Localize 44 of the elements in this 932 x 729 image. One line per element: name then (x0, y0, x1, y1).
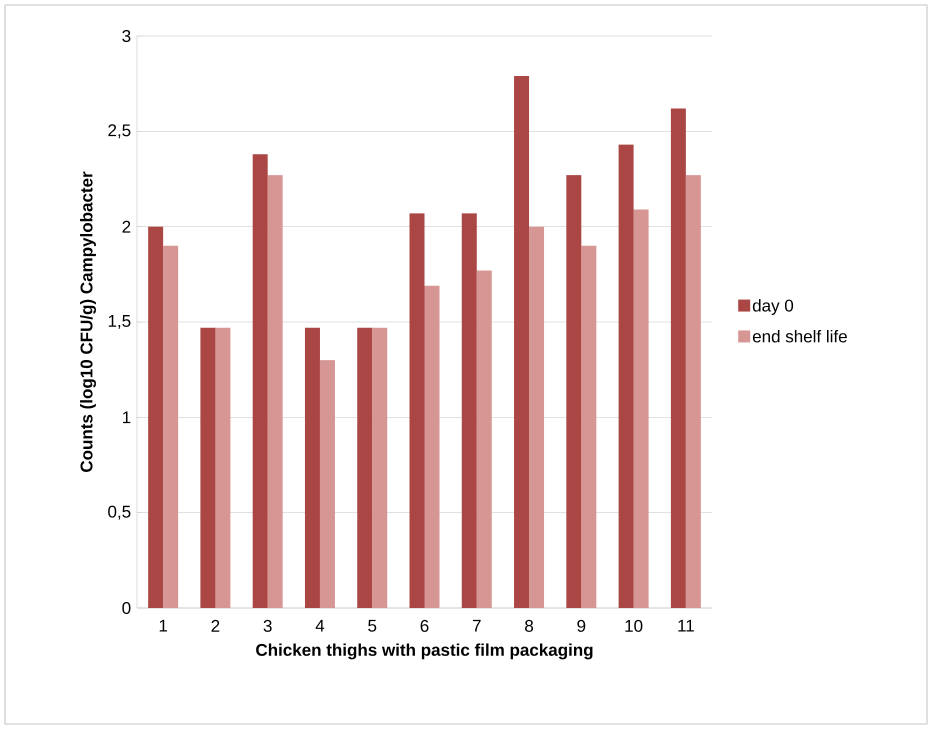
bar (410, 213, 425, 608)
y-tick-label: 1 (122, 411, 130, 424)
x-tick-label: 9 (577, 620, 586, 632)
legend-label: day 0 (752, 299, 794, 315)
x-tick-label: 4 (316, 620, 324, 632)
bar (686, 175, 701, 608)
bar (163, 246, 178, 608)
x-tick-label: 2 (212, 620, 220, 632)
x-tick-label: 10 (625, 620, 642, 632)
x-tick-label: 6 (420, 620, 428, 632)
bar (634, 210, 649, 608)
y-tick-label: 0 (122, 602, 130, 614)
bar (424, 286, 440, 608)
y-tick-label: 1,5 (108, 315, 130, 329)
x-tick-label: 3 (264, 620, 272, 632)
y-tick-label: 3 (122, 30, 130, 42)
x-tick-label: 7 (472, 620, 481, 632)
x-tick-label: 8 (525, 620, 534, 632)
bar (304, 328, 320, 608)
bar (148, 226, 164, 608)
x-axis-title: Chicken thighs with pastic film packaging (256, 643, 592, 660)
legend-label: end shelf life (752, 330, 847, 342)
bar (268, 175, 283, 608)
bar (215, 328, 230, 608)
bar (581, 246, 596, 608)
x-tick-label: 1 (160, 620, 168, 632)
bar (462, 213, 477, 608)
y-tick-label: 0,5 (108, 506, 130, 520)
bar (529, 226, 544, 608)
bar (514, 76, 530, 608)
bar (618, 144, 634, 608)
y-tick-label: 2,5 (108, 124, 130, 138)
bar (372, 328, 388, 608)
bar (357, 328, 372, 608)
bar (200, 328, 216, 608)
bar (566, 175, 582, 608)
x-tick-label: 5 (368, 620, 376, 632)
y-tick-label: 2 (122, 220, 130, 233)
bar (320, 360, 335, 608)
y-axis-title: Counts (log10 CFU/g) Campylobacter (80, 172, 96, 472)
bar (476, 270, 492, 608)
bar (252, 154, 268, 608)
bar (670, 108, 686, 608)
x-tick-label: 11 (678, 620, 694, 632)
